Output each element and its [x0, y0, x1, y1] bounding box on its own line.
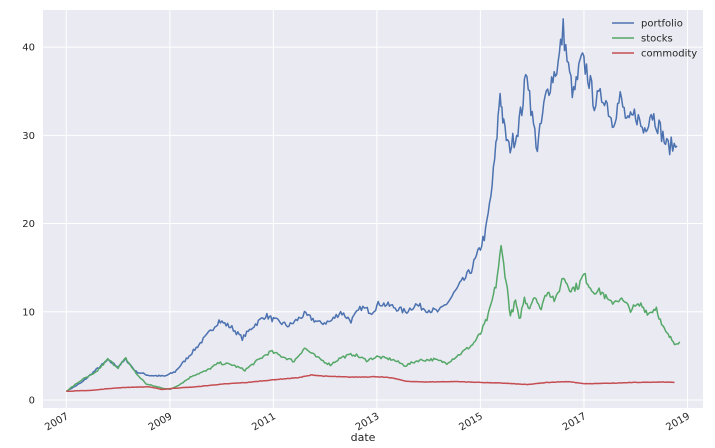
x-tick-label: 2015: [457, 411, 485, 433]
x-tick-label: 2009: [147, 411, 175, 433]
legend: portfolio stocks commodity: [612, 19, 697, 60]
y-tick-label: 30: [22, 131, 35, 142]
x-axis-tick-labels: 2007 2009 2011 2013 2015 2017 2019: [43, 411, 692, 433]
legend-label-commodity: commodity: [641, 49, 697, 60]
x-gridlines: [65, 10, 688, 408]
y-gridlines: [43, 46, 703, 401]
y-tick-label: 40: [22, 43, 35, 54]
legend-label-stocks: stocks: [641, 34, 673, 45]
x-tick-label: 2017: [561, 411, 589, 433]
x-axis-label: date: [351, 431, 376, 444]
y-tick-label: 20: [22, 219, 35, 230]
x-tick-label: 2013: [354, 411, 382, 433]
series-line-portfolio: [66, 18, 678, 392]
x-tick-label: 2019: [664, 411, 692, 433]
y-axis-tick-labels: 0 10 20 30 40: [22, 43, 35, 407]
series-line-commodity: [66, 374, 675, 392]
series-lines: [65, 18, 681, 392]
plot-background: [43, 10, 703, 408]
legend-label-portfolio: portfolio: [641, 19, 683, 30]
y-tick-label: 0: [29, 396, 35, 407]
x-tick-label: 2011: [250, 411, 278, 433]
x-tick-label: 2007: [43, 411, 71, 433]
y-tick-label: 10: [22, 307, 35, 318]
